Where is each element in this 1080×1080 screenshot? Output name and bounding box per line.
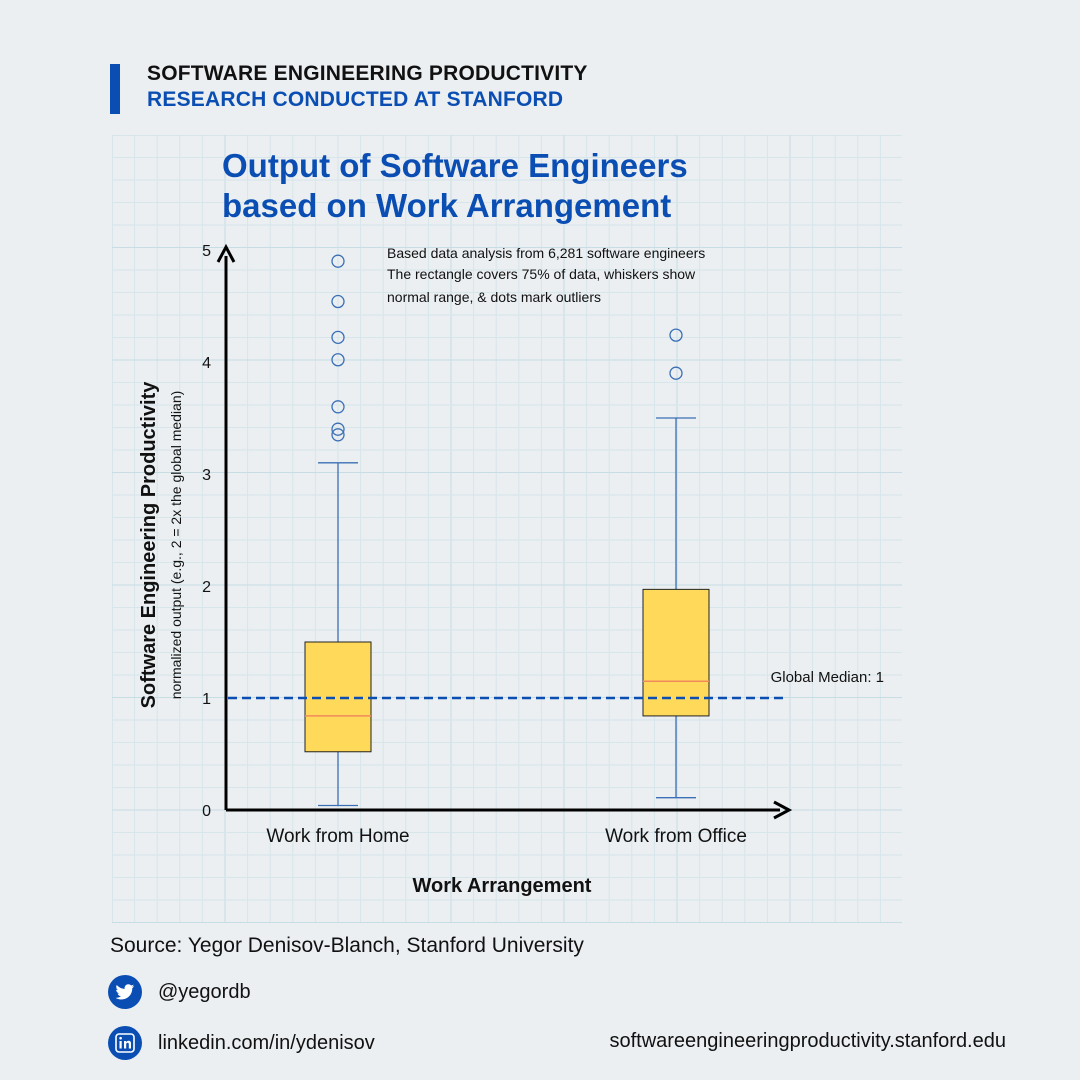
- header-title: SOFTWARE ENGINEERING PRODUCTIVITY: [147, 62, 588, 85]
- linkedin-icon: [108, 1026, 142, 1060]
- source-credit: Source: Yegor Denisov-Blanch, Stanford U…: [110, 934, 584, 957]
- website-link[interactable]: softwareengineeringproductivity.stanford…: [609, 1030, 1006, 1052]
- header-accent-bar: [110, 64, 120, 114]
- chart-title: Output of Software Engineers based on Wo…: [222, 147, 688, 224]
- linkedin-url[interactable]: linkedin.com/in/ydenisov: [158, 1031, 375, 1054]
- header-subtitle: RESEARCH CONDUCTED AT STANFORD: [147, 88, 564, 111]
- background-grid: [112, 135, 902, 923]
- twitter-link[interactable]: @yegordb: [108, 975, 251, 1009]
- twitter-handle[interactable]: @yegordb: [158, 980, 251, 1003]
- linkedin-link[interactable]: linkedin.com/in/ydenisov: [108, 1026, 375, 1060]
- twitter-bird-icon: [108, 975, 142, 1009]
